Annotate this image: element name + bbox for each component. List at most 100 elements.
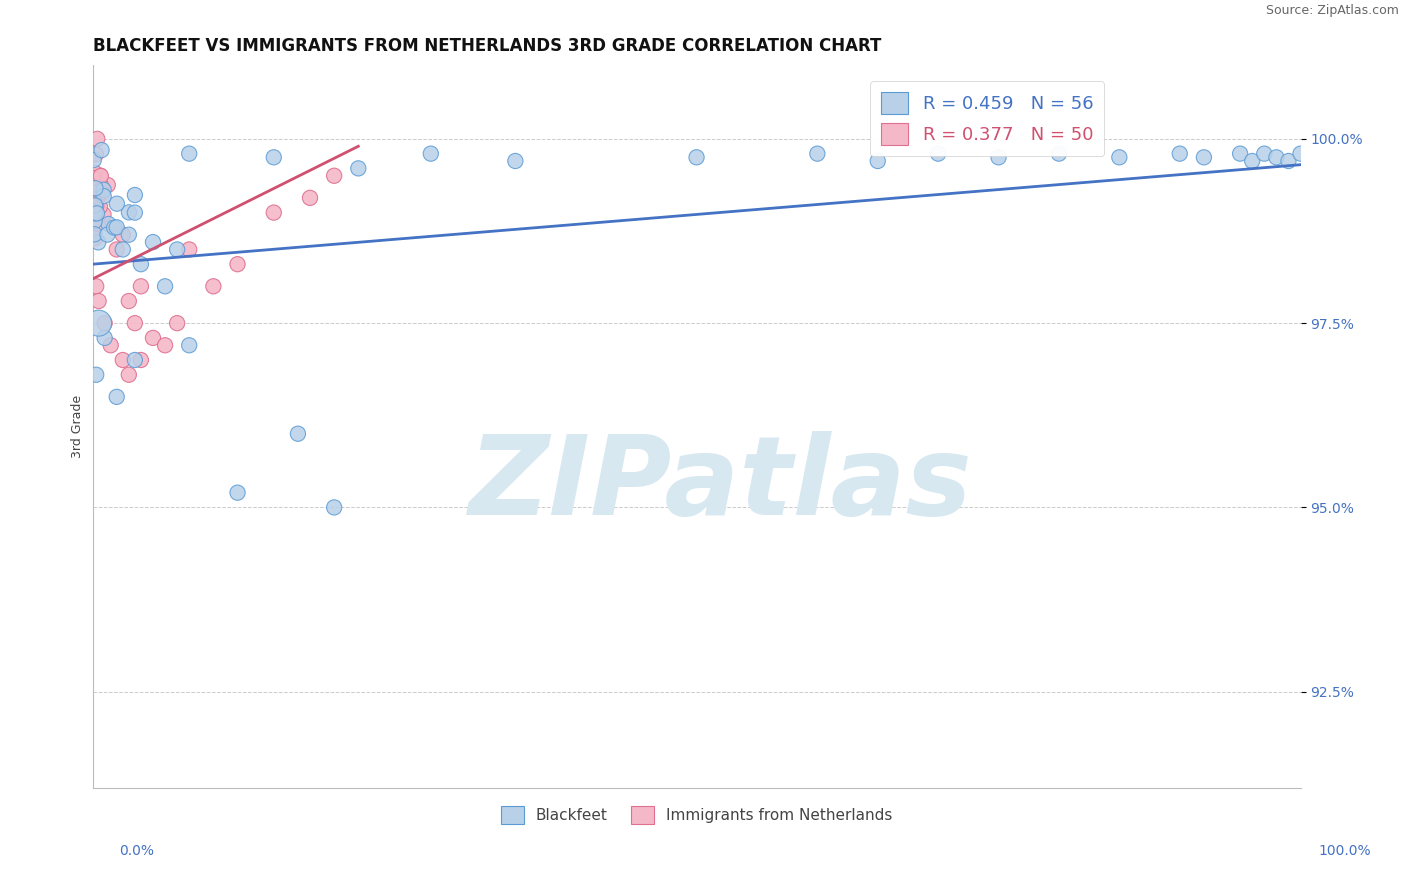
Point <box>323 500 346 515</box>
Point <box>685 150 707 164</box>
Point <box>1253 146 1275 161</box>
Point <box>1168 146 1191 161</box>
Point <box>83 227 105 242</box>
Point <box>142 235 165 249</box>
Point <box>419 146 441 161</box>
Point <box>91 186 114 201</box>
Point <box>93 208 115 222</box>
Point <box>1265 150 1288 164</box>
Point <box>1108 150 1130 164</box>
Point <box>287 426 309 441</box>
Point <box>263 150 285 164</box>
Point <box>84 206 107 220</box>
Point <box>298 191 321 205</box>
Point <box>105 390 128 404</box>
Point <box>93 316 115 330</box>
Point <box>226 485 249 500</box>
Point <box>90 178 112 193</box>
Point <box>105 220 128 235</box>
Point <box>87 235 110 250</box>
Point <box>111 353 134 368</box>
Point <box>226 257 249 271</box>
Point <box>153 338 176 352</box>
Point <box>118 293 141 308</box>
Point <box>93 189 115 203</box>
Point <box>124 205 146 219</box>
Point <box>1047 146 1070 161</box>
Point <box>84 279 107 293</box>
Point <box>111 227 134 242</box>
Point <box>82 171 104 186</box>
Point <box>83 214 105 228</box>
Text: ZIPatlas: ZIPatlas <box>468 431 973 538</box>
Point <box>93 183 115 197</box>
Point <box>323 169 346 183</box>
Point <box>84 196 107 211</box>
Point <box>179 146 201 161</box>
Point <box>1277 153 1299 168</box>
Point <box>87 293 110 308</box>
Point <box>100 338 122 352</box>
Text: Source: ZipAtlas.com: Source: ZipAtlas.com <box>1265 4 1399 18</box>
Point <box>166 316 188 330</box>
Point <box>87 217 110 231</box>
Point <box>118 205 141 219</box>
Point <box>97 178 120 192</box>
Point <box>124 188 146 202</box>
Point <box>83 205 105 219</box>
Point <box>124 353 146 368</box>
Point <box>84 368 107 382</box>
Point <box>89 169 111 183</box>
Point <box>129 353 152 368</box>
Point <box>87 316 110 330</box>
Point <box>927 146 949 161</box>
Point <box>866 153 889 168</box>
Point <box>129 279 152 293</box>
Text: BLACKFEET VS IMMIGRANTS FROM NETHERLANDS 3RD GRADE CORRELATION CHART: BLACKFEET VS IMMIGRANTS FROM NETHERLANDS… <box>93 37 882 55</box>
Point <box>83 166 105 180</box>
Point <box>105 196 128 211</box>
Point <box>1289 146 1312 161</box>
Point <box>118 227 141 242</box>
Point <box>84 199 107 213</box>
Point <box>93 331 115 345</box>
Point <box>806 146 828 161</box>
Point <box>82 194 104 208</box>
Point <box>83 196 105 211</box>
Text: 0.0%: 0.0% <box>120 844 155 858</box>
Point <box>90 143 112 157</box>
Point <box>505 153 527 168</box>
Point <box>90 169 112 183</box>
Point <box>105 243 128 257</box>
Point <box>84 147 107 161</box>
Text: 100.0%: 100.0% <box>1319 844 1371 858</box>
Point <box>118 368 141 382</box>
Point <box>111 243 134 257</box>
Point <box>129 257 152 271</box>
Point <box>84 181 107 195</box>
Point <box>179 243 201 257</box>
Point <box>153 279 176 293</box>
Legend: Blackfeet, Immigrants from Netherlands: Blackfeet, Immigrants from Netherlands <box>495 799 898 830</box>
Point <box>86 132 108 146</box>
Point <box>347 161 370 176</box>
Point <box>97 217 120 231</box>
Point <box>84 231 107 245</box>
Point <box>1229 146 1251 161</box>
Point <box>86 190 108 204</box>
Point <box>987 150 1010 164</box>
Point <box>83 204 105 219</box>
Point <box>89 200 111 214</box>
Point <box>103 220 125 235</box>
Point <box>142 331 165 345</box>
Point <box>96 227 118 242</box>
Point <box>124 316 146 330</box>
Point <box>179 338 201 352</box>
Point <box>84 198 107 212</box>
Point <box>263 205 285 219</box>
Point <box>83 153 105 167</box>
Point <box>82 202 104 216</box>
Point <box>1192 150 1215 164</box>
Point <box>83 178 105 192</box>
Point <box>202 279 225 293</box>
